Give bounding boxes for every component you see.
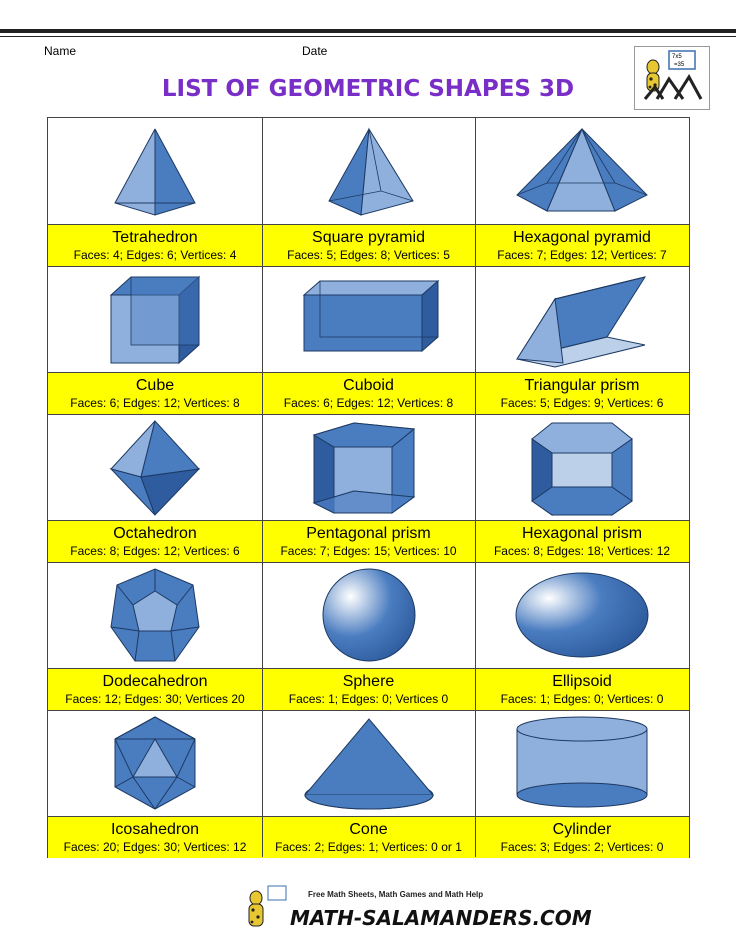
shape-cell: Cube Faces: 6; Edges: 12; Vertices: 8 [48, 266, 262, 414]
triangular-prism-icon [475, 266, 689, 372]
shape-cell: Sphere Faces: 1; Edges: 0; Vertices 0 [262, 562, 475, 710]
shape-stats: Faces: 5; Edges: 8; Vertices: 5 [287, 248, 450, 262]
icosahedron-icon [48, 710, 262, 816]
shape-name: Cuboid [343, 377, 394, 394]
cuboid-icon [262, 266, 475, 372]
top-rule-thin [0, 36, 736, 37]
shape-cell: Cone Faces: 2; Edges: 1; Vertices: 0 or … [262, 710, 475, 858]
shape-name: Square pyramid [312, 229, 425, 246]
ellipsoid-icon [475, 562, 689, 668]
shape-stats: Faces: 3; Edges: 2; Vertices: 0 [500, 840, 664, 854]
sphere-icon [262, 562, 475, 668]
shape-stats: Faces: 6; Edges: 12; Vertices: 8 [283, 396, 454, 410]
shape-cell: Hexagonal pyramid Faces: 7; Edges: 12; V… [475, 118, 689, 266]
column-divider [262, 118, 263, 857]
shape-cell: Tetrahedron Faces: 4; Edges: 6; Vertices… [48, 118, 262, 266]
shape-stats: Faces: 6; Edges: 12; Vertices: 8 [70, 396, 240, 410]
column-divider [475, 118, 476, 857]
shape-label: Triangular prism Faces: 5; Edges: 9; Ver… [475, 372, 689, 414]
shape-label: Tetrahedron Faces: 4; Edges: 6; Vertices… [48, 224, 262, 266]
shape-cell: Octahedron Faces: 8; Edges: 12; Vertices… [48, 414, 262, 562]
row-divider [48, 710, 689, 711]
shape-label: Square pyramid Faces: 5; Edges: 8; Verti… [262, 224, 475, 266]
shape-name: Hexagonal prism [521, 525, 643, 542]
row-divider [48, 414, 689, 415]
shape-label: Ellipsoid Faces: 1; Edges: 0; Vertices: … [475, 668, 689, 710]
cube-icon [48, 266, 262, 372]
date-label: Date [302, 44, 328, 58]
shape-cell: Icosahedron Faces: 20; Edges: 30; Vertic… [48, 710, 262, 858]
shape-label: Icosahedron Faces: 20; Edges: 30; Vertic… [48, 816, 262, 858]
top-rule [0, 29, 736, 33]
shape-label: Dodecahedron Faces: 12; Edges: 30; Verti… [48, 668, 262, 710]
shape-name: Icosahedron [110, 821, 200, 838]
shape-stats: Faces: 20; Edges: 30; Vertices: 12 [63, 840, 247, 854]
page-title: LIST OF GEOMETRIC SHAPES 3D [161, 76, 575, 102]
pentagonal-prism-icon [262, 414, 475, 520]
shape-name: Octahedron [113, 525, 197, 542]
shape-name: Triangular prism [524, 377, 640, 394]
shape-label: Cylinder Faces: 3; Edges: 2; Vertices: 0 [475, 816, 689, 858]
shape-name: Hexagonal pyramid [513, 229, 651, 246]
dodecahedron-icon [48, 562, 262, 668]
shape-name: Pentagonal prism [306, 525, 431, 542]
footer-salamander-logo [238, 880, 528, 938]
shape-stats: Faces: 1; Edges: 0; Vertices 0 [288, 692, 449, 706]
shape-label: Cuboid Faces: 6; Edges: 12; Vertices: 8 [262, 372, 475, 414]
row-divider [48, 266, 689, 267]
footer-site-name[interactable]: MATH-SALAMANDERS.COM [290, 906, 592, 930]
shape-cell: Pentagonal prism Faces: 7; Edges: 15; Ve… [262, 414, 475, 562]
shapes-table: Tetrahedron Faces: 4; Edges: 6; Vertices… [47, 117, 690, 858]
shape-stats: Faces: 5; Edges: 9; Vertices: 6 [500, 396, 664, 410]
shape-cell: Triangular prism Faces: 5; Edges: 9; Ver… [475, 266, 689, 414]
cone-icon [262, 710, 475, 816]
shape-stats: Faces: 2; Edges: 1; Vertices: 0 or 1 [275, 840, 462, 854]
tetrahedron-icon [48, 118, 262, 224]
shape-stats: Faces: 7; Edges: 15; Vertices: 10 [280, 544, 457, 558]
shape-stats: Faces: 4; Edges: 6; Vertices: 4 [73, 248, 237, 262]
row-divider [48, 562, 689, 563]
shape-cell: Cuboid Faces: 6; Edges: 12; Vertices: 8 [262, 266, 475, 414]
shape-cell: Square pyramid Faces: 5; Edges: 8; Verti… [262, 118, 475, 266]
shape-name: Cone [349, 821, 388, 838]
shape-label: Cone Faces: 2; Edges: 1; Vertices: 0 or … [262, 816, 475, 858]
cylinder-icon [475, 710, 689, 816]
shape-cell: Ellipsoid Faces: 1; Edges: 0; Vertices: … [475, 562, 689, 710]
name-label: Name [44, 44, 77, 58]
shape-stats: Faces: 8; Edges: 12; Vertices: 6 [70, 544, 240, 558]
shape-cell: Cylinder Faces: 3; Edges: 2; Vertices: 0 [475, 710, 689, 858]
logo-equation-2: =35 [674, 62, 685, 68]
shape-label: Octahedron Faces: 8; Edges: 12; Vertices… [48, 520, 262, 562]
shape-stats: Faces: 8; Edges: 18; Vertices: 12 [493, 544, 671, 558]
shape-name: Cylinder [552, 821, 612, 838]
shape-name: Tetrahedron [112, 229, 198, 246]
octahedron-icon [48, 414, 262, 520]
shape-stats: Faces: 7; Edges: 12; Vertices: 7 [497, 248, 667, 262]
hexagonal-prism-icon [475, 414, 689, 520]
hexagonal-pyramid-icon [475, 118, 689, 224]
shape-name: Dodecahedron [102, 673, 208, 690]
shape-label: Pentagonal prism Faces: 7; Edges: 15; Ve… [262, 520, 475, 562]
salamander-logo: 7x5 =35 [634, 46, 710, 110]
shape-label: Hexagonal pyramid Faces: 7; Edges: 12; V… [475, 224, 689, 266]
shape-label: Cube Faces: 6; Edges: 12; Vertices: 8 [48, 372, 262, 414]
shape-cell: Dodecahedron Faces: 12; Edges: 30; Verti… [48, 562, 262, 710]
square-pyramid-icon [262, 118, 475, 224]
shape-name: Sphere [342, 673, 395, 690]
shape-label: Sphere Faces: 1; Edges: 0; Vertices 0 [262, 668, 475, 710]
shape-stats: Faces: 12; Edges: 30; Vertices 20 [65, 692, 245, 706]
shape-label: Hexagonal prism Faces: 8; Edges: 18; Ver… [475, 520, 689, 562]
logo-equation-1: 7x5 [672, 54, 682, 60]
shape-name: Cube [135, 377, 175, 394]
footer-tagline: Free Math Sheets, Math Games and Math He… [308, 890, 484, 899]
shape-cell: Hexagonal prism Faces: 8; Edges: 18; Ver… [475, 414, 689, 562]
shape-name: Ellipsoid [552, 673, 612, 690]
shape-stats: Faces: 1; Edges: 0; Vertices: 0 [500, 692, 664, 706]
